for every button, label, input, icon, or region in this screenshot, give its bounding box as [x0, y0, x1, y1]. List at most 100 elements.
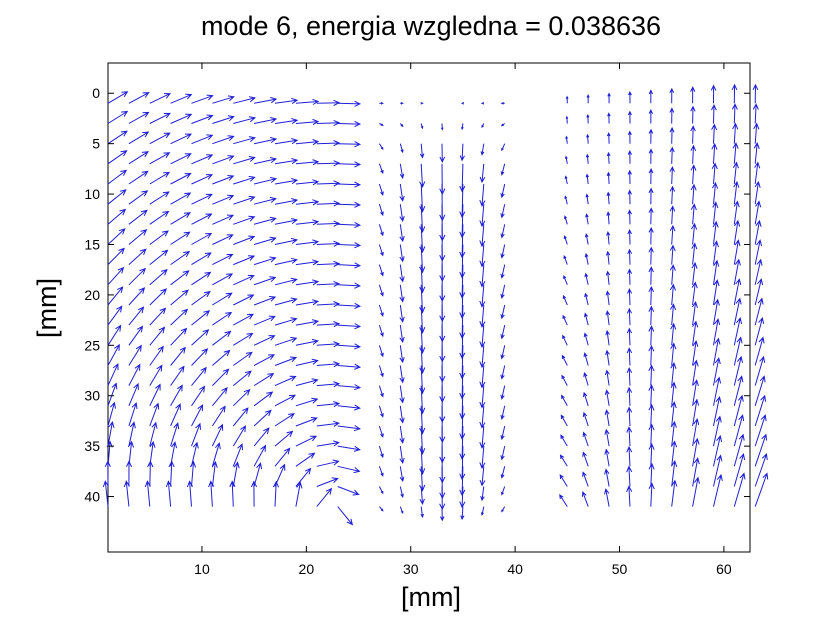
vector-arrow: [480, 143, 485, 156]
vector-arrow: [754, 258, 763, 285]
vector-arrow: [295, 397, 319, 407]
vector-arrow: [233, 116, 257, 124]
vector-arrow: [419, 244, 426, 274]
vector-arrow: [378, 405, 384, 418]
vector-arrow: [459, 486, 466, 509]
vector-arrow: [274, 430, 294, 447]
y-tick-label: 35: [84, 438, 100, 454]
vector-arrow: [170, 113, 193, 124]
vector-arrow: [399, 405, 405, 424]
vector-arrow: [191, 441, 199, 467]
vector-arrow: [232, 370, 252, 386]
vector-arrow: [585, 213, 589, 225]
vector-arrow: [586, 113, 590, 124]
y-tick-label: 30: [84, 388, 100, 404]
vector-arrow: [419, 264, 426, 294]
vector-arrow: [274, 375, 297, 387]
vector-arrow: [254, 97, 278, 104]
vector-arrow: [399, 304, 405, 323]
vector-arrow: [563, 255, 568, 265]
vector-arrow: [316, 180, 341, 187]
vector-arrow: [316, 420, 341, 427]
vector-arrow: [128, 92, 150, 104]
vector-arrow: [440, 123, 444, 131]
vector-arrow: [295, 435, 318, 447]
vector-arrow: [584, 233, 589, 245]
vector-arrow: [626, 386, 633, 406]
vector-arrow: [128, 248, 147, 265]
vector-arrow: [337, 201, 362, 208]
vector-arrow: [399, 385, 405, 404]
vector-arrow: [191, 154, 214, 165]
vector-arrow: [107, 130, 128, 145]
vector-arrow: [419, 385, 426, 415]
vector-arrow: [104, 460, 111, 487]
vector-arrow: [379, 102, 384, 105]
vector-arrow: [606, 132, 611, 144]
vector-arrow: [191, 290, 211, 306]
vector-arrow: [459, 163, 466, 193]
vector-arrow: [559, 454, 568, 467]
vector-arrow: [582, 411, 589, 427]
vector-arrow: [754, 472, 769, 507]
vector-arrow: [754, 317, 765, 346]
vector-arrow: [501, 486, 506, 496]
vector-arrow: [295, 481, 303, 507]
vector-arrow: [102, 480, 109, 507]
vector-arrow: [585, 153, 590, 164]
vector-arrow: [754, 200, 762, 225]
vector-arrow: [128, 209, 148, 225]
vector-arrow: [274, 257, 298, 266]
vector-arrow: [378, 385, 384, 398]
vector-arrow: [627, 288, 633, 306]
vector-arrow: [583, 332, 589, 346]
vector-arrow: [316, 260, 341, 267]
vector-arrow: [212, 135, 235, 145]
y-tick-label: 5: [92, 136, 100, 152]
vector-arrow: [128, 287, 146, 306]
vector-arrow: [627, 248, 633, 265]
vector-arrow: [733, 180, 740, 205]
vector-arrow: [149, 171, 171, 185]
vector-arrow: [420, 123, 424, 130]
vector-arrow: [295, 338, 319, 346]
vector-arrow: [692, 457, 700, 487]
vector-arrow: [419, 143, 425, 159]
vector-arrow: [253, 256, 277, 266]
vector-arrow: [378, 264, 384, 277]
vector-arrow: [419, 466, 426, 492]
vector-arrow: [670, 440, 678, 467]
vector-arrow: [295, 452, 316, 467]
vector-arrow: [733, 336, 743, 366]
vector-arrow: [170, 93, 193, 104]
vector-arrow: [316, 487, 333, 507]
vector-arrow: [128, 421, 136, 447]
vector-arrow: [606, 211, 611, 225]
vector-arrow: [648, 443, 655, 467]
vector-arrow: [713, 415, 722, 447]
vector-arrow: [690, 105, 696, 124]
vector-arrow: [753, 142, 760, 164]
vector-arrow: [604, 389, 610, 406]
vector-arrow: [378, 143, 384, 151]
vector-arrow: [754, 278, 764, 306]
vector-arrow: [316, 119, 341, 127]
vector-arrow: [337, 242, 362, 249]
vector-arrow: [733, 414, 745, 447]
vector-arrow: [648, 344, 655, 366]
vector-arrow: [316, 240, 341, 247]
vector-arrow: [754, 453, 768, 487]
y-tick-label: 25: [84, 337, 100, 353]
vector-arrow: [754, 161, 761, 185]
vector-arrow: [626, 426, 633, 447]
vector-arrow: [337, 486, 360, 496]
vector-arrow: [479, 284, 486, 308]
vector-arrow: [211, 423, 224, 447]
vector-arrow: [125, 460, 133, 487]
vector-arrow: [274, 218, 299, 225]
vector-arrow: [295, 139, 320, 146]
vector-arrow: [212, 194, 235, 205]
vector-arrow: [295, 179, 320, 186]
vector-arrow: [648, 128, 654, 144]
vector-arrow: [232, 389, 251, 407]
